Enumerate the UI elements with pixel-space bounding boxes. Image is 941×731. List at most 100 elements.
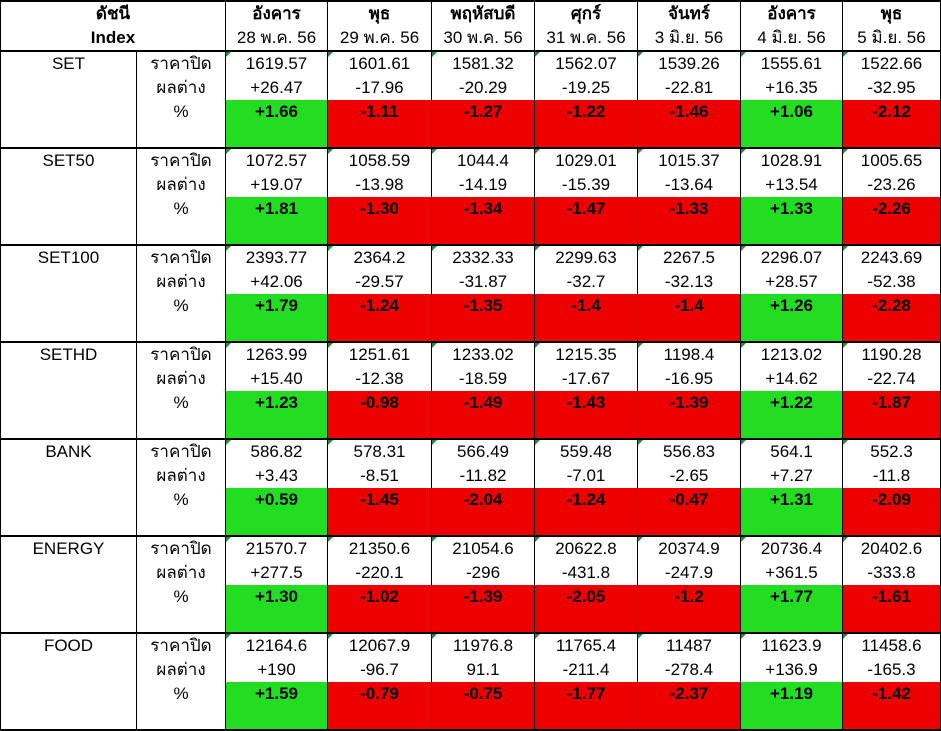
day-header[interactable]: จันทร์ — [637, 0, 742, 26]
day-header[interactable]: ศุกร์ — [534, 0, 639, 26]
date-header[interactable]: 29 พ.ค. 56 — [327, 26, 433, 52]
close-cell[interactable]: 586.82 — [225, 438, 329, 464]
pct-cell[interactable]: -2.28 — [842, 294, 941, 318]
pct-cell[interactable]: +0.59 — [225, 488, 329, 512]
close-cell[interactable]: 21054.6 — [431, 535, 536, 561]
diff-cell[interactable]: -13.64 — [637, 173, 742, 197]
pct-cell-fill[interactable] — [431, 512, 536, 537]
pct-cell-fill[interactable] — [225, 512, 329, 537]
name-cell-empty[interactable] — [0, 367, 137, 391]
pct-cell[interactable]: -1.49 — [431, 391, 536, 415]
row-label-close[interactable]: ราคาปิด — [135, 438, 227, 464]
pct-cell-fill[interactable] — [225, 221, 329, 246]
diff-cell[interactable]: 91.1 — [431, 658, 536, 682]
pct-cell[interactable]: +1.77 — [740, 585, 844, 609]
pct-cell[interactable]: -1.30 — [327, 197, 433, 221]
name-cell-empty[interactable] — [0, 318, 137, 343]
pct-cell[interactable]: -0.79 — [327, 682, 433, 706]
close-cell[interactable]: 552.3 — [842, 438, 941, 464]
pct-cell[interactable]: -2.05 — [534, 585, 639, 609]
diff-cell[interactable]: +13.54 — [740, 173, 844, 197]
diff-cell[interactable]: -14.19 — [431, 173, 536, 197]
pct-cell-fill[interactable] — [431, 706, 536, 731]
date-header[interactable]: 30 พ.ค. 56 — [431, 26, 536, 52]
diff-cell[interactable]: -211.4 — [534, 658, 639, 682]
pct-cell[interactable]: -0.75 — [431, 682, 536, 706]
pct-cell-fill[interactable] — [431, 124, 536, 149]
pct-cell[interactable]: +1.23 — [225, 391, 329, 415]
row-label-diff[interactable]: ผลต่าง — [135, 561, 227, 585]
pct-cell-fill[interactable] — [534, 609, 639, 634]
pct-cell-fill[interactable] — [842, 415, 941, 440]
pct-cell-fill[interactable] — [637, 318, 742, 343]
pct-cell-fill[interactable] — [431, 318, 536, 343]
pct-cell[interactable]: -2.09 — [842, 488, 941, 512]
row-label-pct[interactable]: % — [135, 100, 227, 124]
close-cell[interactable]: 1251.61 — [327, 341, 433, 367]
pct-cell-fill[interactable] — [327, 706, 433, 731]
diff-cell[interactable]: -11.8 — [842, 464, 941, 488]
close-cell[interactable]: 1072.57 — [225, 147, 329, 173]
date-header[interactable]: 3 มิ.ย. 56 — [637, 26, 742, 52]
pct-cell[interactable]: +1.22 — [740, 391, 844, 415]
close-cell[interactable]: 1190.28 — [842, 341, 941, 367]
pct-cell[interactable]: +1.26 — [740, 294, 844, 318]
pct-cell-fill[interactable] — [637, 124, 742, 149]
pct-cell[interactable]: -1.34 — [431, 197, 536, 221]
pct-cell[interactable]: -2.04 — [431, 488, 536, 512]
label-cell-empty[interactable] — [135, 512, 227, 537]
close-cell[interactable]: 20402.6 — [842, 535, 941, 561]
label-cell-empty[interactable] — [135, 318, 227, 343]
row-label-pct[interactable]: % — [135, 585, 227, 609]
row-label-diff[interactable]: ผลต่าง — [135, 658, 227, 682]
diff-cell[interactable]: +15.40 — [225, 367, 329, 391]
close-cell[interactable]: 2332.33 — [431, 244, 536, 270]
diff-cell[interactable]: +26.47 — [225, 76, 329, 100]
diff-cell[interactable]: -31.87 — [431, 270, 536, 294]
diff-cell[interactable]: -12.38 — [327, 367, 433, 391]
close-cell[interactable]: 1233.02 — [431, 341, 536, 367]
date-header[interactable]: 5 มิ.ย. 56 — [842, 26, 941, 52]
day-header[interactable]: พฤหัสบดี — [431, 0, 536, 26]
pct-cell[interactable]: +1.31 — [740, 488, 844, 512]
close-cell[interactable]: 20622.8 — [534, 535, 639, 561]
pct-cell[interactable]: -1.24 — [327, 294, 433, 318]
diff-cell[interactable]: -17.67 — [534, 367, 639, 391]
pct-cell-fill[interactable] — [740, 706, 844, 731]
diff-cell[interactable]: -333.8 — [842, 561, 941, 585]
name-cell-empty[interactable] — [0, 100, 137, 124]
pct-cell-fill[interactable] — [740, 318, 844, 343]
pct-cell-fill[interactable] — [327, 415, 433, 440]
pct-cell-fill[interactable] — [327, 318, 433, 343]
pct-cell-fill[interactable] — [740, 512, 844, 537]
close-cell[interactable]: 11976.8 — [431, 632, 536, 658]
index-name[interactable]: SETHD — [0, 341, 137, 367]
name-cell-empty[interactable] — [0, 415, 137, 440]
day-header[interactable]: พุธ — [842, 0, 941, 26]
row-label-close[interactable]: ราคาปิด — [135, 341, 227, 367]
label-cell-empty[interactable] — [135, 415, 227, 440]
row-label-close[interactable]: ราคาปิด — [135, 535, 227, 561]
pct-cell-fill[interactable] — [842, 221, 941, 246]
row-label-close[interactable]: ราคาปิด — [135, 244, 227, 270]
row-label-diff[interactable]: ผลต่าง — [135, 270, 227, 294]
name-cell-empty[interactable] — [0, 706, 137, 731]
diff-cell[interactable]: -220.1 — [327, 561, 433, 585]
index-header-en[interactable]: Index — [0, 26, 227, 52]
pct-cell[interactable]: -1.24 — [534, 488, 639, 512]
diff-cell[interactable]: -29.57 — [327, 270, 433, 294]
pct-cell[interactable]: -1.45 — [327, 488, 433, 512]
pct-cell-fill[interactable] — [534, 512, 639, 537]
index-name[interactable]: BANK — [0, 438, 137, 464]
close-cell[interactable]: 1562.07 — [534, 50, 639, 76]
close-cell[interactable]: 11623.9 — [740, 632, 844, 658]
label-cell-empty[interactable] — [135, 706, 227, 731]
diff-cell[interactable]: -32.13 — [637, 270, 742, 294]
diff-cell[interactable]: +16.35 — [740, 76, 844, 100]
close-cell[interactable]: 578.31 — [327, 438, 433, 464]
close-cell[interactable]: 2243.69 — [842, 244, 941, 270]
pct-cell-fill[interactable] — [534, 706, 639, 731]
pct-cell[interactable]: +1.79 — [225, 294, 329, 318]
close-cell[interactable]: 564.1 — [740, 438, 844, 464]
pct-cell[interactable]: +1.66 — [225, 100, 329, 124]
